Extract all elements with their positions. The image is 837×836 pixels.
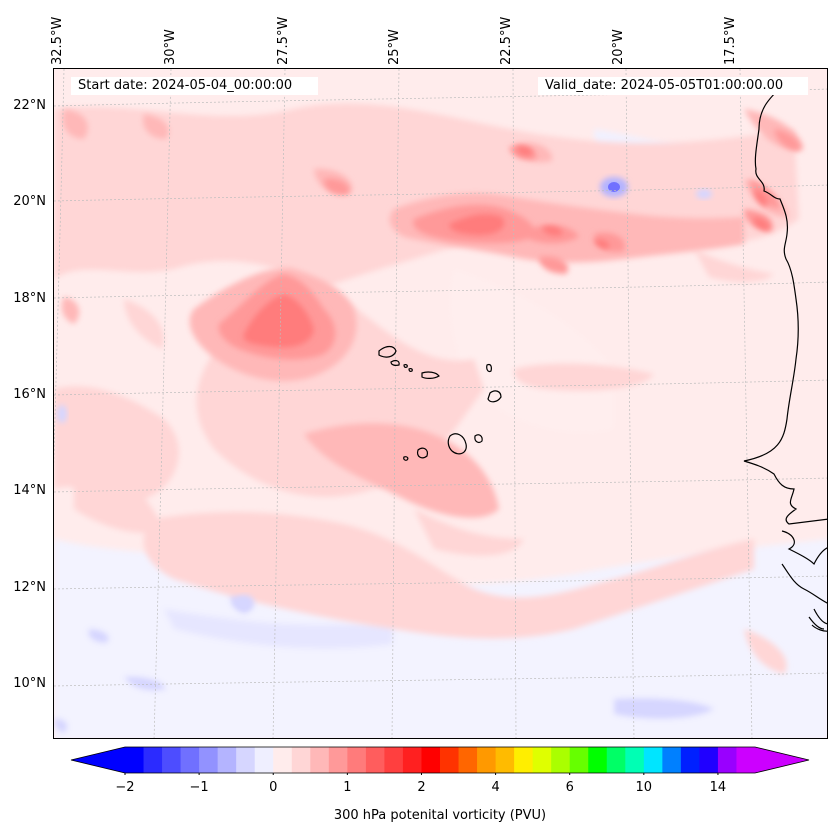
- colorbar-segment: [236, 747, 256, 773]
- colorbar-max-arrow: [755, 747, 809, 773]
- cape-verde-islands: [378, 345, 502, 461]
- longitude-label: 27.5°W: [276, 16, 291, 65]
- colorbar-tick-label: −2: [115, 780, 135, 795]
- colorbar-segment: [643, 747, 663, 773]
- colorbar-tick-label: 6: [565, 780, 574, 795]
- colorbar-segment: [143, 747, 163, 773]
- longitude-label: 22.5°W: [499, 16, 514, 65]
- colorbar-min-arrow: [71, 747, 125, 773]
- longitude-label: 17.5°W: [723, 16, 738, 65]
- colorbar-segment: [588, 747, 608, 773]
- colorbar-segment: [291, 747, 311, 773]
- colorbar-segment: [569, 747, 589, 773]
- longitude-label: 32.5°W: [50, 16, 65, 65]
- colorbar-segment: [551, 747, 571, 773]
- colorbar-segment: [736, 747, 756, 773]
- colorbar-segment: [421, 747, 441, 773]
- colorbar-tick-label: 1: [343, 780, 352, 795]
- longitude-label: 30°W: [163, 29, 178, 65]
- colorbar-segment: [328, 747, 348, 773]
- colorbar-segment: [458, 747, 478, 773]
- colorbar-tick-label: 0: [269, 780, 278, 795]
- colorbar-title: 300 hPa potenital vorticity (PVU): [333, 808, 547, 823]
- colorbar-segment: [402, 747, 422, 773]
- colorbar-tick-label: 10: [635, 780, 653, 795]
- longitude-label: 20°W: [611, 29, 626, 65]
- latitude-label: 12°N: [13, 580, 46, 595]
- coastline: [743, 88, 827, 632]
- colorbar-segment: [347, 747, 367, 773]
- valid-date-box: [538, 77, 808, 95]
- valid-date-label: Valid_date: 2024-05-05T01:00:00.00: [545, 78, 784, 93]
- colorbar-tick-label: 4: [491, 780, 500, 795]
- colorbar-tick-label: 2: [417, 780, 426, 795]
- colorbar-segment: [606, 747, 626, 773]
- colorbar: [70, 746, 810, 775]
- colorbar-segment: [310, 747, 330, 773]
- graticule: [54, 69, 827, 738]
- longitude-label: 25°W: [387, 29, 402, 65]
- colorbar-tick-label: −1: [189, 780, 209, 795]
- latitude-label: 18°N: [13, 291, 46, 306]
- colorbar-segment: [514, 747, 534, 773]
- colorbar-segment: [254, 747, 274, 773]
- strong-pv-cores: [243, 146, 770, 348]
- weak-pv-areas: [54, 103, 799, 674]
- colorbar-tick-label: 14: [709, 780, 727, 795]
- latitude-label: 10°N: [13, 676, 46, 691]
- colorbar-segment: [384, 747, 404, 773]
- colorbar-segment: [273, 747, 293, 773]
- colorbar-segment: [199, 747, 219, 773]
- latitude-label: 20°N: [13, 194, 46, 209]
- colorbar-segment: [162, 747, 182, 773]
- negative-pv-spots: [57, 177, 712, 609]
- map-panel: [53, 68, 828, 739]
- colorbar-segment: [699, 747, 719, 773]
- latitude-label: 22°N: [13, 98, 46, 113]
- colorbar-segment: [532, 747, 552, 773]
- latitude-label: 14°N: [13, 483, 46, 498]
- pv-contour-map: [54, 69, 827, 738]
- colorbar-segment: [365, 747, 385, 773]
- colorbar-segment: [717, 747, 737, 773]
- latitude-label: 16°N: [13, 387, 46, 402]
- colorbar-segment: [440, 747, 460, 773]
- colorbar-segment: [180, 747, 200, 773]
- colorbar-segment: [477, 747, 497, 773]
- colorbar-segment: [495, 747, 515, 773]
- colorbar-segment: [662, 747, 682, 773]
- colorbar-segment: [217, 747, 237, 773]
- colorbar-segment: [625, 747, 645, 773]
- colorbar-segment: [125, 747, 145, 773]
- colorbar-segment: [680, 747, 700, 773]
- start-date-label: Start date: 2024-05-04_00:00:00: [78, 78, 293, 93]
- start-date-box: [71, 77, 318, 95]
